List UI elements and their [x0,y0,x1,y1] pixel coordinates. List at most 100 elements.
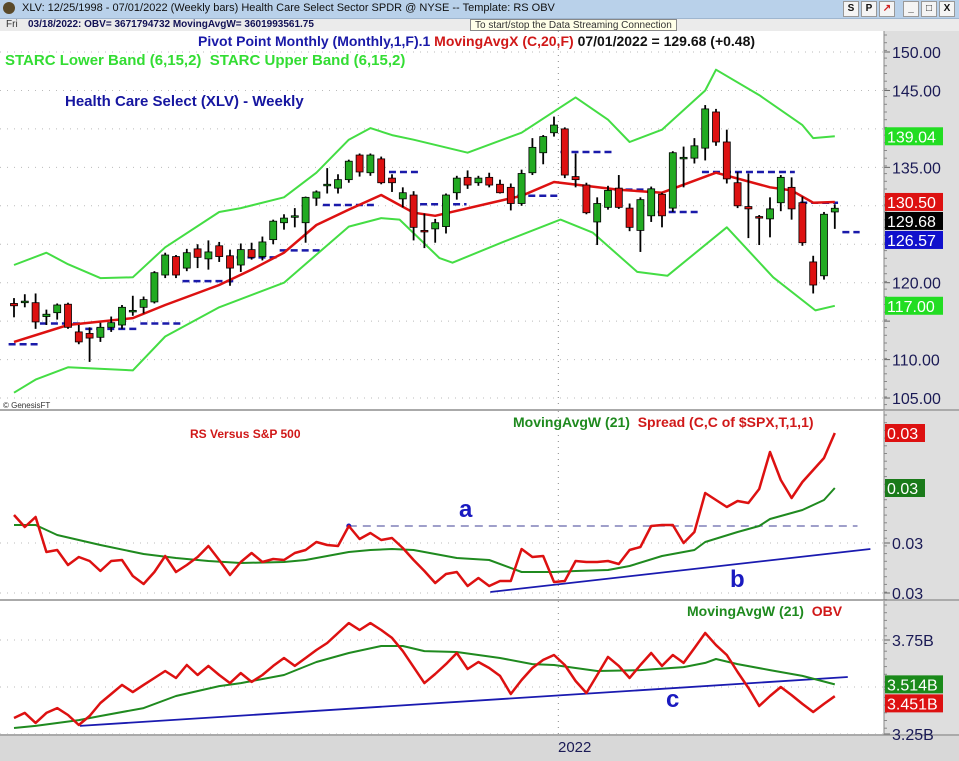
minimize-button[interactable]: _ [903,1,919,17]
candle [31,293,40,329]
maximize-button[interactable]: □ [921,1,937,17]
candle-body [701,108,710,149]
candle-body [10,303,18,307]
candle-body [323,183,332,187]
candle [258,236,267,261]
candle [53,303,62,320]
candle [96,322,105,342]
candle-body [647,188,656,217]
candle-body [204,251,213,260]
candle [658,192,666,228]
candle [139,296,148,314]
value-tag [885,479,925,497]
candle [798,196,807,246]
candle [312,190,321,206]
candle-body [139,299,148,308]
starc-legend: STARC Lower Band (6,15,2) STARC Upper Ba… [5,52,405,69]
candle-body [679,156,688,160]
value-tag-label: 3.514B [887,677,938,694]
value-tag-label: 129.68 [887,214,936,231]
candle-body [150,272,159,303]
candle-body [355,154,364,173]
plot-area-price [0,31,884,410]
rs-ma-legend: MovingAvgW (21) [513,414,630,430]
candle-body [312,191,321,199]
y-tick-label: 135.00 [892,160,941,177]
p-button[interactable]: P [861,1,877,17]
candle [755,215,764,246]
candle [517,169,526,206]
candle [474,175,483,186]
s-button[interactable]: S [843,1,859,17]
candle [334,174,342,194]
starc-lower-band [13,217,836,394]
y-tick-label: 0.03 [892,586,923,603]
candle-body [485,176,494,186]
value-tag-label: 3.451B [887,696,938,713]
candle [420,213,429,249]
candle [560,127,569,179]
candle [614,175,623,209]
candle-body [431,222,440,230]
candle [377,156,386,185]
candle-body [452,177,461,194]
candle [550,116,558,137]
candle-body [280,217,288,224]
candle-body [64,303,72,328]
value-tag-label: 117.00 [887,299,935,316]
candle [452,175,461,200]
candle [323,168,332,194]
window-title: XLV: 12/25/1998 - 07/01/2022 (Weekly bar… [22,2,555,14]
title-bar: XLV: 12/25/1998 - 07/01/2022 (Weekly bar… [0,0,959,19]
chart-title: Health Care Select (XLV) - Weekly [65,93,304,110]
candle [107,316,116,332]
candle [10,298,18,318]
candle-body [755,216,764,219]
obv-label: OBV [811,603,843,619]
value-tag [885,192,943,211]
candle-body [712,111,720,143]
candle [528,138,537,176]
popout-icon[interactable]: ↗ [879,1,895,17]
candle-body [809,261,818,286]
y-tick-label: 145.00 [892,83,941,100]
candle [344,159,353,183]
candle-body [161,254,170,276]
candle-body [636,199,645,231]
candle-body [215,245,224,257]
close-button[interactable]: X [939,1,955,17]
candle [42,309,51,325]
value-tag [885,211,943,230]
candle-body [388,177,396,184]
candle [226,249,234,286]
value-tag-label: 0.03 [887,426,918,443]
candle [355,153,364,177]
candle-body [74,331,83,343]
price-axis-background[interactable] [884,31,959,735]
candle-body [593,203,602,223]
candle [398,187,407,208]
candle-body [269,220,278,241]
annotation-c: c [666,686,680,713]
obv-moving-average [13,645,836,729]
candle-body [258,241,267,257]
candle-body [172,256,180,276]
candle [679,146,688,188]
candle [647,186,656,222]
candle-body [733,182,742,207]
candle [485,172,494,188]
main-legend: Pivot Point Monthly (Monthly,1,F).1 Movi… [198,33,755,49]
starc-upper-legend: STARC Upper Band (6,15,2) [209,52,406,69]
candle-body [377,158,386,184]
candle-body [31,302,40,323]
candle-body [722,141,731,180]
info-readout: 03/18/2022: OBV= 3671794732 MovingAvgW= … [28,19,314,30]
candle [118,305,126,329]
candle-body [247,249,256,258]
candle-body [625,207,634,228]
candle [442,193,450,234]
candle-body [690,145,699,159]
y-tick-label: 120.00 [892,276,941,293]
y-tick-label: 3.75B [892,633,934,650]
